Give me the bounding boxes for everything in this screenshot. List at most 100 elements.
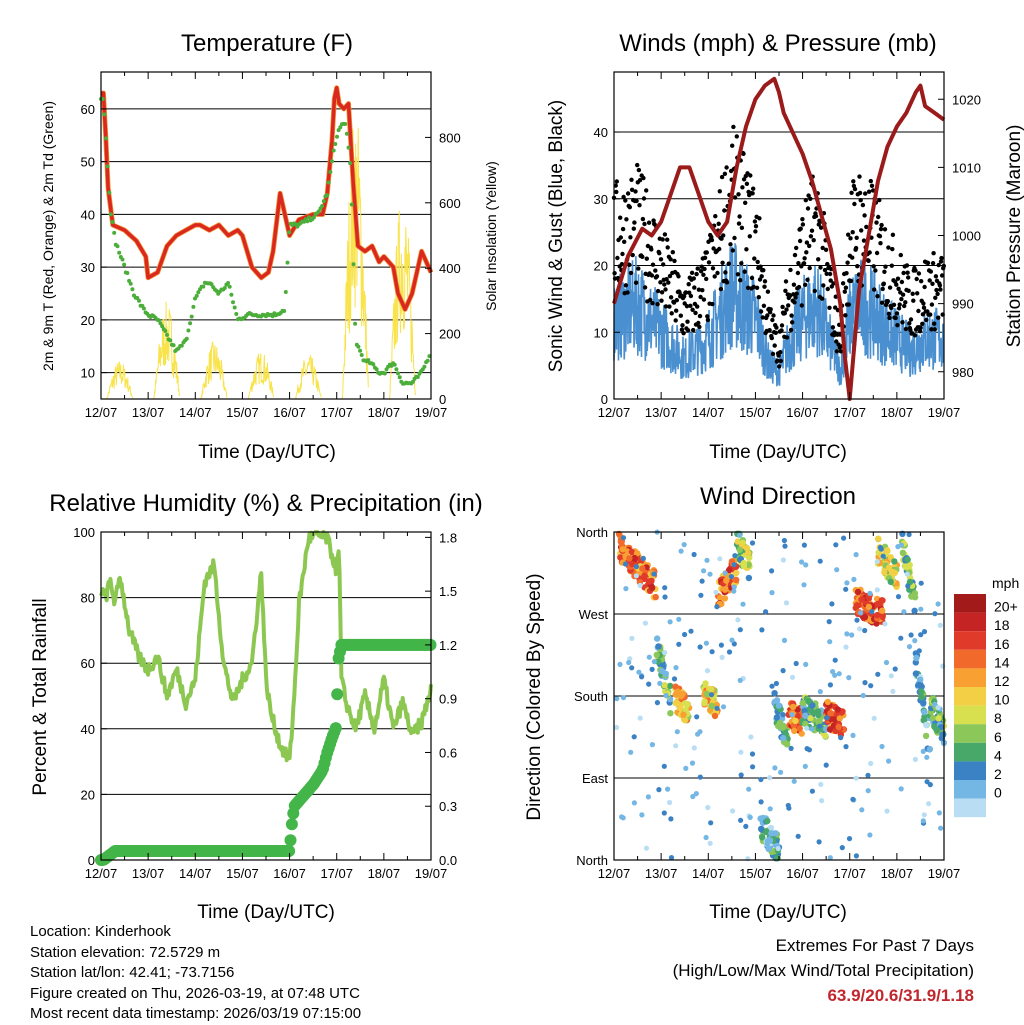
dewpoint-point [165, 332, 169, 337]
wind-direction-point [708, 820, 714, 826]
gust-point [650, 262, 656, 267]
gust-point [933, 274, 939, 279]
speed-colorbar: mph 20+ 18 16 14 12 10 8 6 4 2 0 [954, 575, 1019, 818]
gust-point [663, 304, 669, 309]
station-location: Location: Kinderhook [30, 923, 171, 940]
wind-direction-point [628, 548, 636, 556]
wind-direction-point [662, 594, 668, 600]
dewpoint-point [227, 284, 232, 289]
gust-point [853, 245, 859, 251]
wind-direction-point [703, 834, 709, 841]
gust-point [787, 293, 793, 299]
gust-point [861, 238, 867, 243]
dewpoint-point [179, 343, 184, 348]
dewpoint-point [163, 329, 168, 333]
gust-point [640, 254, 645, 259]
gust-point [854, 235, 859, 240]
gust-point [917, 329, 923, 334]
gust-point [889, 263, 894, 268]
gust-point [649, 273, 655, 278]
wind-direction-point [858, 610, 864, 616]
wind-direction-point [874, 587, 880, 593]
wind-direction-point [857, 626, 863, 632]
wind-direction-point [882, 621, 888, 627]
dewpoint-point [160, 324, 165, 329]
gust-point [869, 183, 875, 188]
wind-direction-point [798, 730, 805, 737]
gust-point [796, 261, 801, 266]
wind-direction-point [689, 760, 696, 766]
dewpoint-point [397, 375, 402, 380]
gust-point [663, 287, 668, 292]
gust-point [644, 256, 649, 261]
wind-direction-point [833, 542, 839, 548]
gust-point [802, 256, 807, 261]
temperature-title: Temperature (F) [181, 30, 353, 57]
gust-point [882, 227, 888, 232]
gust-point [807, 243, 812, 249]
wind-direction-point [801, 582, 807, 588]
gust-point [795, 270, 801, 276]
colorbar-tick-label: 10 [994, 692, 1010, 708]
wind-direction-point [911, 607, 918, 614]
wind-direction-point [850, 796, 856, 802]
wind-direction-point [918, 683, 925, 690]
wind-direction-point [682, 631, 688, 638]
wind-direction-point [817, 689, 823, 695]
wind-direction-point [780, 557, 787, 563]
gust-point [679, 327, 685, 332]
gust-point [723, 270, 728, 275]
gust-point [760, 315, 765, 320]
y-right-tick-label: 400 [439, 261, 461, 276]
gust-point [644, 188, 649, 193]
gust-point [731, 124, 736, 130]
y-right-tick-label: 1020 [952, 92, 981, 107]
gust-point [789, 313, 794, 318]
wind-direction-point [827, 855, 833, 861]
gust-point [812, 288, 817, 294]
gust-point [698, 269, 704, 274]
wind-direction-point [883, 659, 890, 666]
colorbar-tick-label: 16 [994, 636, 1010, 652]
gust-point [697, 324, 702, 330]
dewpoint-point [105, 164, 110, 169]
wind-direction-point [704, 557, 710, 563]
gust-point [883, 264, 888, 269]
gust-point [730, 143, 735, 148]
gust-point [896, 286, 901, 291]
wind-direction-point [874, 558, 880, 565]
gust-point [876, 214, 881, 220]
wind-direction-point [707, 686, 715, 693]
dewpoint-point [356, 344, 361, 349]
wind-direction-point [879, 743, 885, 750]
gust-point [797, 238, 803, 244]
extremes-values: 63.9/20.6/31.9/1.18 [827, 986, 974, 1005]
gust-point [912, 333, 918, 338]
gust-point [697, 313, 703, 319]
gust-point [846, 302, 851, 307]
wind-direction-point [921, 708, 928, 716]
wind-direction-point [861, 614, 869, 621]
gust-point [919, 279, 924, 284]
y-right-tick-label: 1.8 [439, 530, 457, 545]
x-tick-label: 12/07 [598, 866, 631, 881]
dewpoint-point [231, 300, 235, 305]
gust-point [685, 328, 691, 333]
x-tick-label: 12/07 [85, 405, 118, 420]
wind-direction-point [708, 702, 715, 710]
wind-direction-point [629, 665, 635, 671]
gust-point [933, 295, 938, 300]
colorbar-swatch [954, 668, 986, 687]
gust-point [786, 303, 791, 308]
gust-point [895, 276, 901, 281]
recent-timestamp: Most recent data timestamp: 2026/03/19 0… [30, 1005, 362, 1022]
gust-point [665, 237, 670, 242]
dewpoint-point [366, 358, 371, 363]
wind-direction-point [854, 588, 862, 596]
wind-direction-point [743, 823, 749, 830]
gust-point [667, 273, 673, 279]
wind-direction-point [854, 617, 860, 623]
gust-point [630, 252, 635, 258]
wind-direction-point [681, 542, 687, 548]
gust-point [848, 278, 854, 284]
